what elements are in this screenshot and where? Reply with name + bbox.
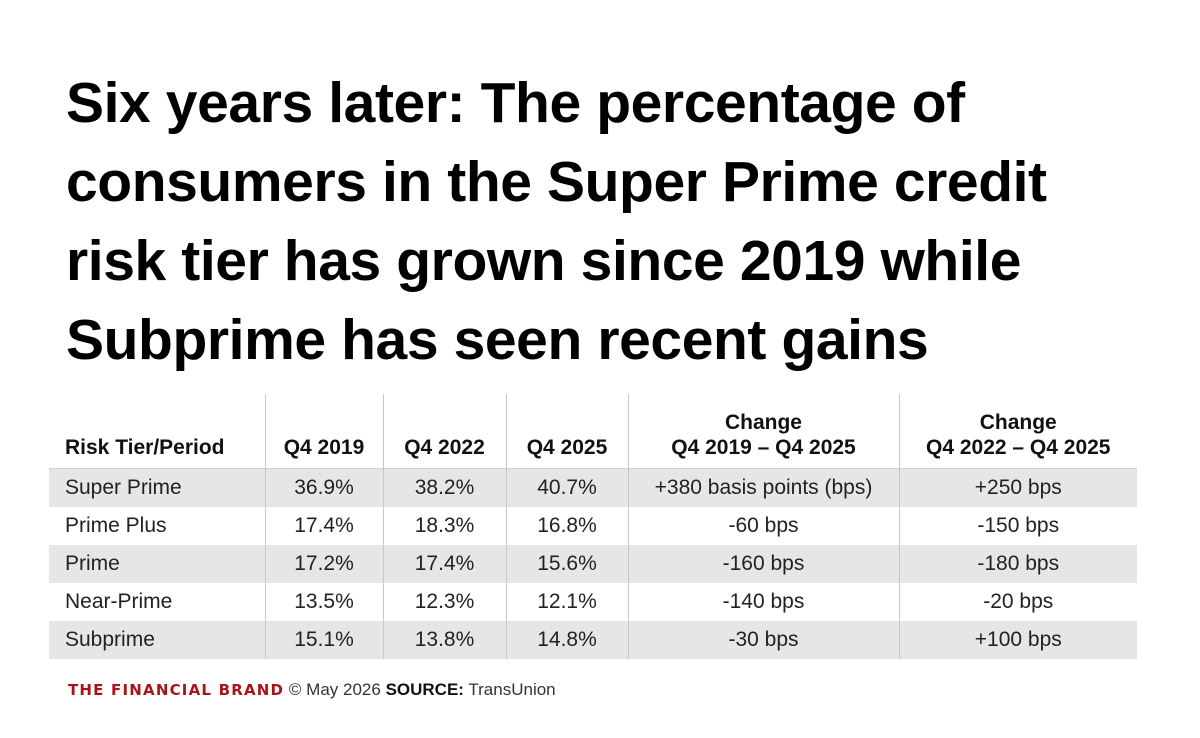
table-row: Super Prime 36.9% 38.2% 40.7% +380 basis poi… [49, 468, 1137, 507]
table-row: Prime Plus 17.4% 18.3% 16.8% -60 bps -150 bps [49, 507, 1137, 545]
table-cell: 14.8% [506, 621, 629, 659]
table-row: Prime 17.2% 17.4% 15.6% -160 bps -180 bps [49, 545, 1137, 583]
column-header: Q4 2025 [506, 394, 629, 469]
column-header-label: Q4 2022 – Q4 2025 [926, 436, 1111, 459]
table-cell: 12.1% [506, 583, 629, 621]
table-row: Subprime 15.1% 13.8% 14.8% -30 bps +100 bps [49, 621, 1137, 659]
table-body: Super Prime 36.9% 38.2% 40.7% +380 basis poi… [49, 468, 1137, 659]
table-cell: +380 basis points (bps) [628, 468, 900, 507]
title-line: Six years later: The percentage of [66, 71, 965, 135]
table-cell: -150 bps [977, 514, 1060, 537]
table-cell: -140 bps [628, 583, 900, 621]
column-header-label: Risk Tier/Period [65, 436, 225, 459]
table-cell: -160 bps [628, 545, 900, 583]
table-cell: 16.8% [506, 507, 629, 545]
column-header: Change Q4 2022 – Q4 2025 [899, 394, 1137, 469]
source-name: TransUnion [468, 680, 556, 699]
table-cell: 17.4% [265, 507, 384, 545]
title-line: consumers in the Super Prime credit [66, 150, 1047, 214]
column-header-label: Q4 2019 [283, 436, 365, 459]
title-line: Subprime has seen recent gains [66, 308, 929, 372]
risk-tier-table: Risk Tier/Period Q4 2019 Q4 2022 Q4 2025 Cha… [49, 394, 1137, 659]
table-cell: 13.8% [383, 621, 507, 659]
table-cell: -20 bps [983, 590, 1054, 613]
table-cell: 12.3% [383, 583, 507, 621]
brand-logo: THE FINANCIAL BRAND [68, 681, 285, 699]
table-row: Near-Prime 13.5% 12.3% 12.1% -140 bps -20 bps [49, 583, 1137, 621]
table-cell: 15.6% [506, 545, 629, 583]
copyright-date: © May 2026 [288, 680, 381, 699]
chart-title: Six years later: The percentage of consu… [66, 64, 1156, 380]
row-label: Prime Plus [49, 507, 266, 545]
table-cell: 15.1% [265, 621, 384, 659]
column-header: Risk Tier/Period [49, 394, 266, 469]
table-cell: 40.7% [506, 468, 629, 507]
column-header: Change Q4 2019 – Q4 2025 [628, 394, 900, 469]
column-header: Q4 2022 [383, 394, 507, 469]
table-cell: +250 bps [899, 468, 1137, 507]
row-label: Super Prime [49, 468, 266, 507]
row-label: Subprime [49, 621, 266, 659]
table-cell: +100 bps [899, 621, 1137, 659]
column-header-label: Q4 2022 [404, 436, 485, 459]
row-label: Prime [49, 545, 266, 583]
table-cell: -60 bps [628, 507, 900, 545]
table-cell: -180 bps [899, 545, 1137, 583]
column-header-label: Q4 2019 – Q4 2025 [671, 436, 856, 459]
table-cell: 36.9% [265, 468, 384, 507]
table-cell: -30 bps [628, 621, 900, 659]
row-label: Near-Prime [49, 583, 266, 621]
table-cell: 17.2% [265, 545, 384, 583]
column-header-top: Change [724, 411, 802, 434]
column-header-label: Q4 2025 [526, 436, 608, 459]
table-cell: 18.3% [383, 507, 507, 545]
footer: THE FINANCIAL BRAND © May 2026 SOURCE: T… [68, 680, 556, 700]
column-header: Q4 2019 [265, 394, 384, 469]
title-line: risk tier has grown since 2019 while [66, 229, 1022, 293]
column-header-top: Change [979, 411, 1057, 434]
table-cell: 38.2% [383, 468, 507, 507]
table-cell: 13.5% [265, 583, 384, 621]
source-label: SOURCE: [385, 680, 464, 699]
table-cell: 17.4% [383, 545, 507, 583]
table-header-row: Risk Tier/Period Q4 2019 Q4 2022 Q4 2025 Cha… [49, 394, 1137, 469]
